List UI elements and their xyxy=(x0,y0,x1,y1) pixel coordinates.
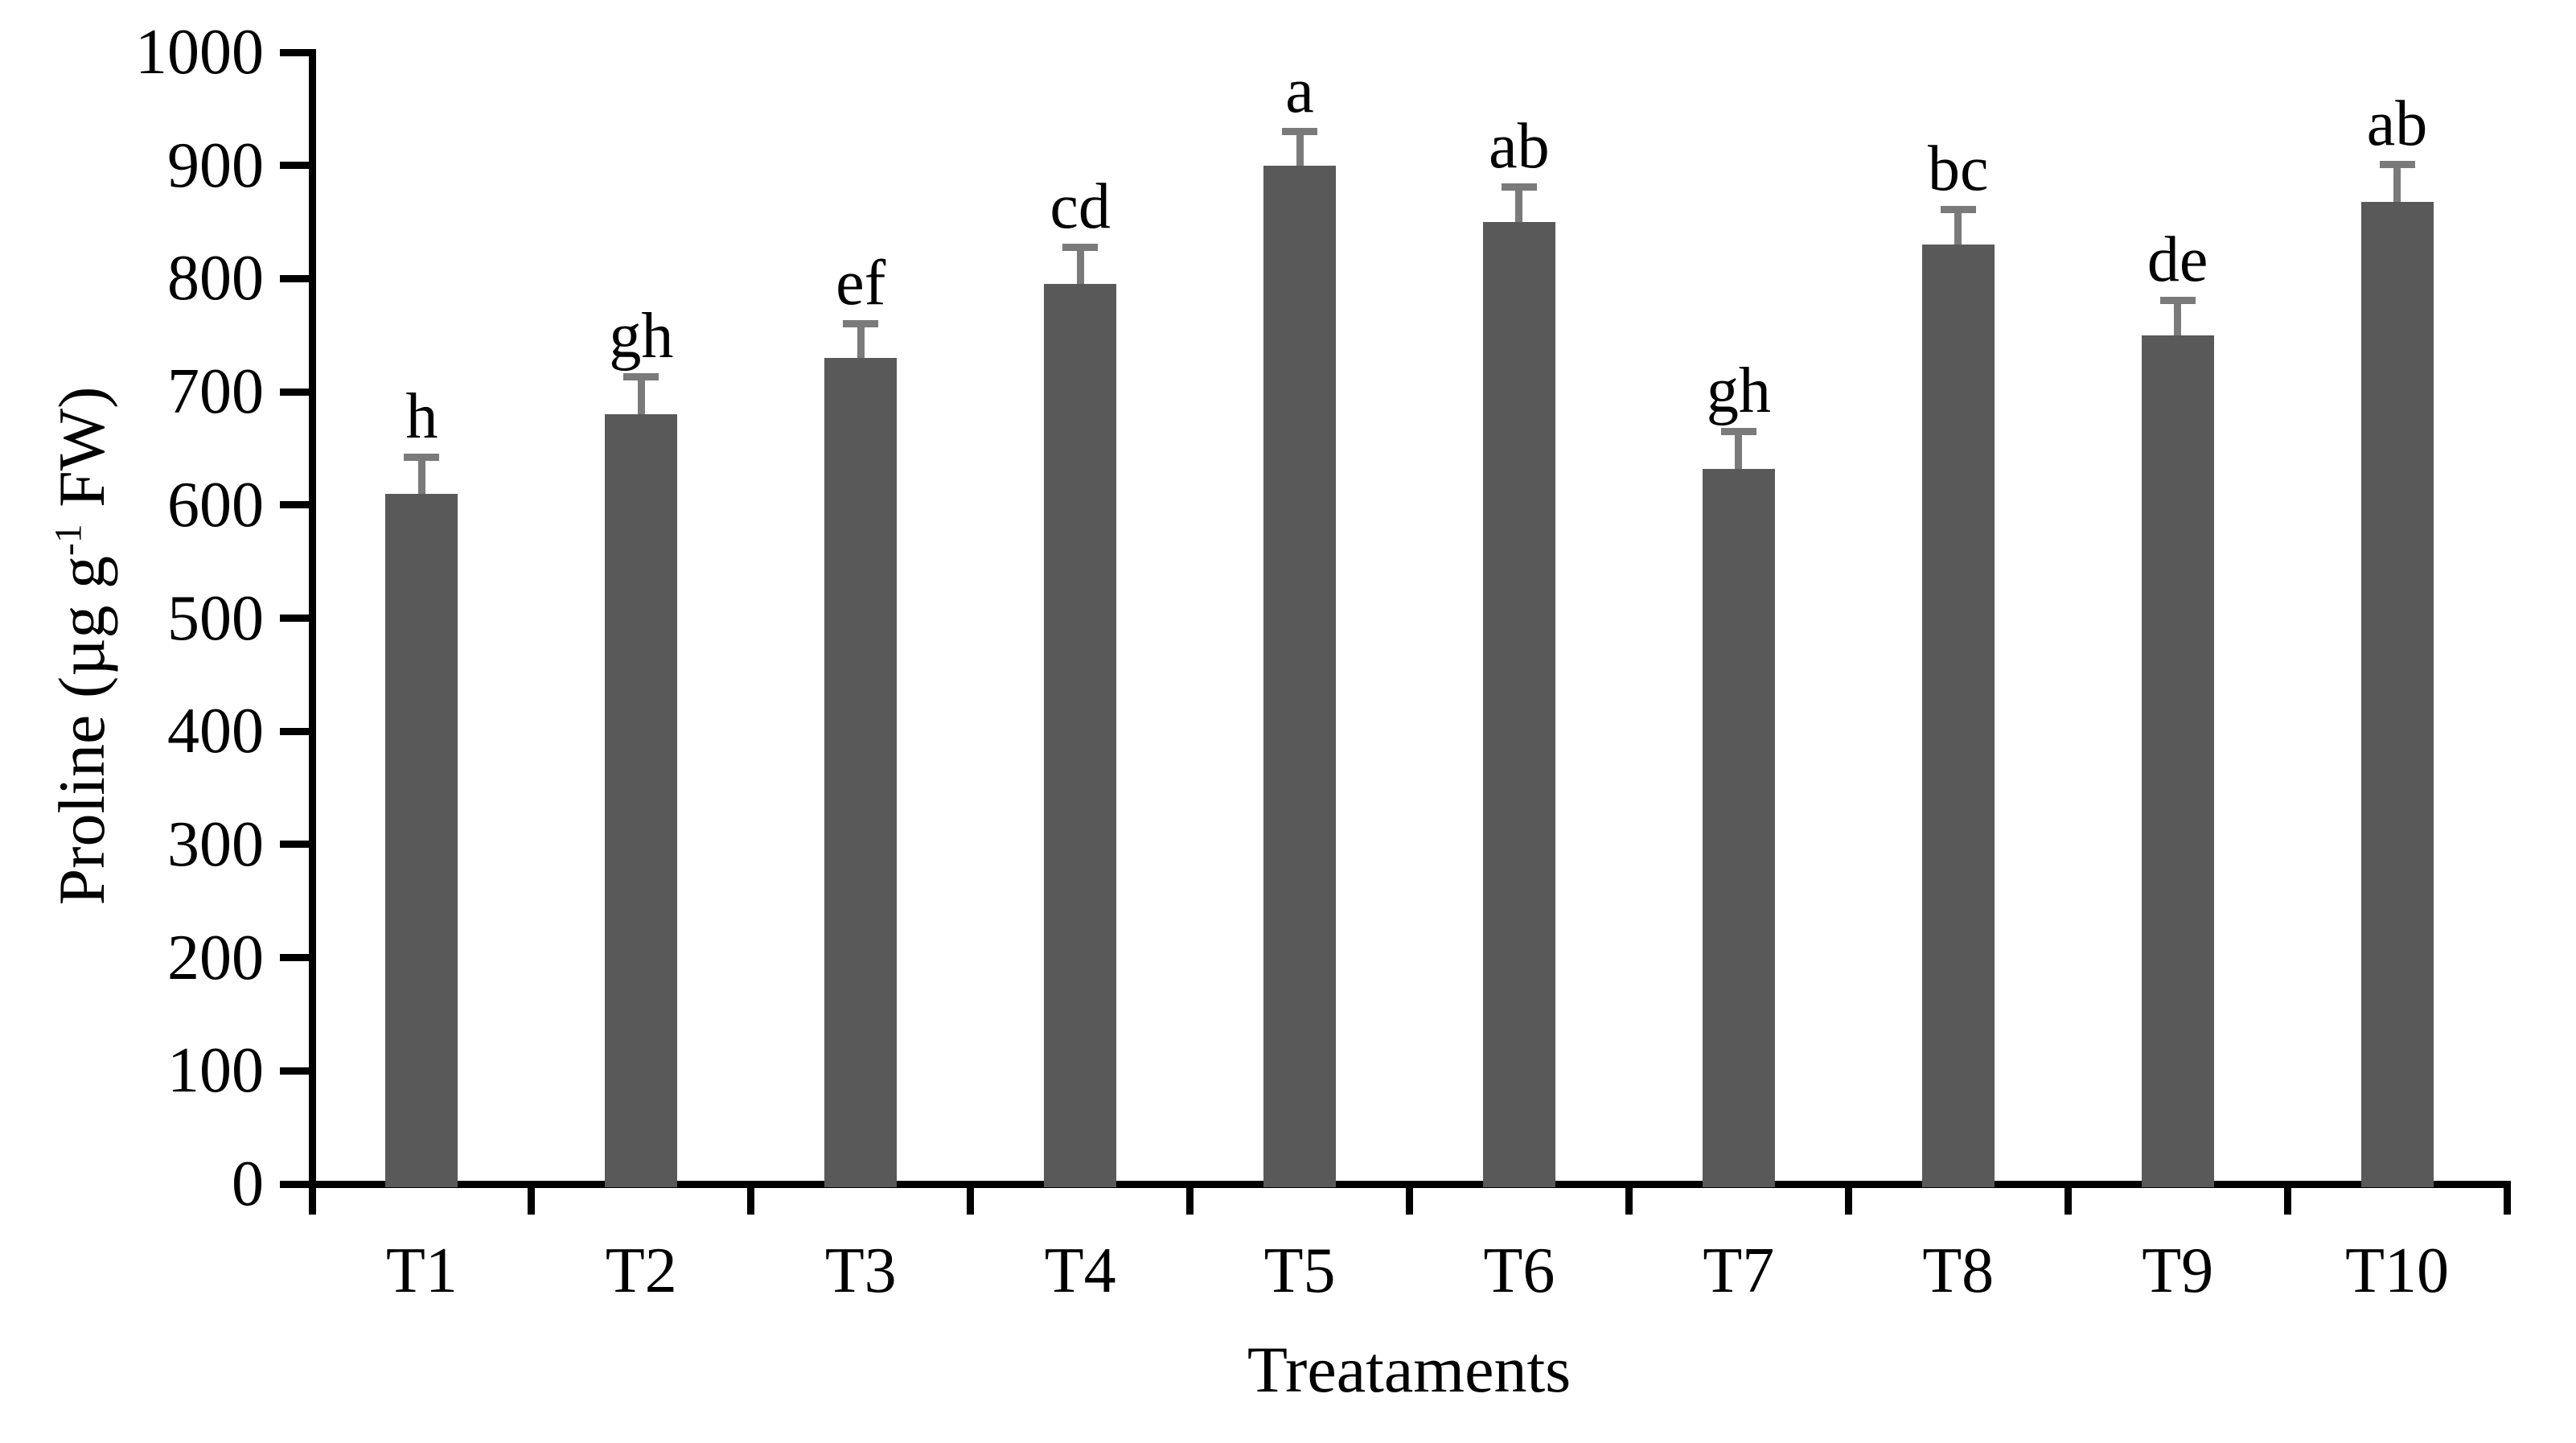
y-tick-1000 xyxy=(280,48,312,56)
y-tick-label-400: 400 xyxy=(167,696,264,767)
x-tick-4 xyxy=(1186,1181,1194,1215)
sig-letter-T10: ab xyxy=(2366,88,2428,159)
bar-T6 xyxy=(1482,222,1555,1187)
x-tick-3 xyxy=(967,1181,975,1215)
y-tick-100 xyxy=(280,1067,312,1075)
y-tick-label-100: 100 xyxy=(167,1035,264,1107)
error-bar-stem-T7 xyxy=(1735,431,1743,469)
error-bar-cap-T10 xyxy=(2379,160,2415,168)
x-tick-label-T3: T3 xyxy=(824,1235,897,1306)
error-bar-stem-T6 xyxy=(1515,187,1523,223)
x-tick-2 xyxy=(747,1181,755,1215)
error-bar-stem-T5 xyxy=(1296,131,1304,166)
sig-letter-T4: cd xyxy=(1050,171,1111,242)
x-tick-5 xyxy=(1406,1181,1413,1215)
y-tick-200 xyxy=(280,954,312,962)
y-tick-label-900: 900 xyxy=(167,130,264,201)
x-tick-label-T8: T8 xyxy=(1922,1235,1995,1306)
error-bar-cap-T1 xyxy=(404,454,440,462)
sig-letter-T8: bc xyxy=(1927,134,1989,205)
x-axis-title: Treataments xyxy=(1247,1333,1571,1406)
bar-T8 xyxy=(1921,245,1995,1187)
sig-letter-T6: ab xyxy=(1489,110,1550,182)
y-tick-label-500: 500 xyxy=(167,582,264,654)
y-tick-800 xyxy=(280,274,312,282)
y-tick-700 xyxy=(280,388,312,396)
error-bar-cap-T4 xyxy=(1062,243,1099,251)
error-bar-stem-T9 xyxy=(2174,300,2182,335)
error-bar-stem-T4 xyxy=(1076,247,1084,285)
x-tick-label-T4: T4 xyxy=(1044,1235,1116,1306)
bar-T2 xyxy=(605,414,678,1187)
x-tick-label-T9: T9 xyxy=(2142,1235,2214,1306)
sig-letter-T9: de xyxy=(2147,224,2208,295)
bar-T3 xyxy=(824,357,898,1187)
error-bar-cap-T7 xyxy=(1720,427,1756,435)
y-tick-500 xyxy=(280,615,312,622)
x-tick-6 xyxy=(1625,1181,1633,1215)
bar-T7 xyxy=(1702,468,1775,1187)
error-bar-cap-T5 xyxy=(1282,127,1318,135)
y-tick-label-800: 800 xyxy=(167,243,264,314)
bar-T1 xyxy=(385,493,458,1187)
error-bar-cap-T6 xyxy=(1501,183,1537,191)
sig-letter-T2: gh xyxy=(609,301,674,372)
x-tick-8 xyxy=(2064,1181,2072,1215)
x-tick-label-T7: T7 xyxy=(1703,1235,1775,1306)
x-tick-label-T1: T1 xyxy=(386,1235,458,1306)
y-tick-600 xyxy=(280,501,312,509)
error-bar-cap-T9 xyxy=(2159,296,2196,304)
sig-letter-T3: ef xyxy=(836,248,886,319)
error-bar-cap-T8 xyxy=(1940,206,1976,214)
y-tick-300 xyxy=(280,841,312,849)
y-tick-0 xyxy=(280,1180,312,1188)
error-bar-stem-T10 xyxy=(2393,164,2401,202)
y-tick-label-300: 300 xyxy=(167,808,264,880)
x-tick-label-T5: T5 xyxy=(1263,1235,1336,1306)
sig-letter-T7: gh xyxy=(1706,355,1771,426)
x-tick-label-T10: T10 xyxy=(2345,1235,2449,1306)
y-tick-900 xyxy=(280,162,312,170)
bar-T10 xyxy=(2360,201,2434,1187)
error-bar-stem-T8 xyxy=(1954,209,1962,245)
bar-T4 xyxy=(1044,284,1117,1187)
y-tick-label-1000: 1000 xyxy=(135,17,264,88)
y-tick-400 xyxy=(280,727,312,735)
error-bar-cap-T2 xyxy=(623,373,659,381)
bar-T9 xyxy=(2141,335,2214,1187)
y-axis-line xyxy=(309,49,316,1191)
x-tick-7 xyxy=(1844,1181,1852,1215)
x-tick-0 xyxy=(308,1181,316,1215)
x-tick-9 xyxy=(2283,1181,2291,1215)
y-tick-label-0: 0 xyxy=(232,1149,264,1219)
sig-letter-T1: h xyxy=(405,381,438,453)
x-tick-10 xyxy=(2503,1181,2511,1215)
x-tick-label-T6: T6 xyxy=(1483,1235,1555,1306)
error-bar-cap-T3 xyxy=(843,320,879,328)
y-tick-label-200: 200 xyxy=(167,922,264,993)
y-tick-label-600: 600 xyxy=(167,469,264,541)
error-bar-stem-T2 xyxy=(637,376,645,415)
y-tick-label-700: 700 xyxy=(167,356,264,428)
sig-letter-T5: a xyxy=(1285,55,1314,126)
error-bar-stem-T3 xyxy=(857,323,865,358)
x-tick-1 xyxy=(528,1181,536,1215)
x-tick-label-T2: T2 xyxy=(605,1235,677,1306)
error-bar-stem-T1 xyxy=(417,457,425,494)
bar-T5 xyxy=(1263,165,1337,1187)
